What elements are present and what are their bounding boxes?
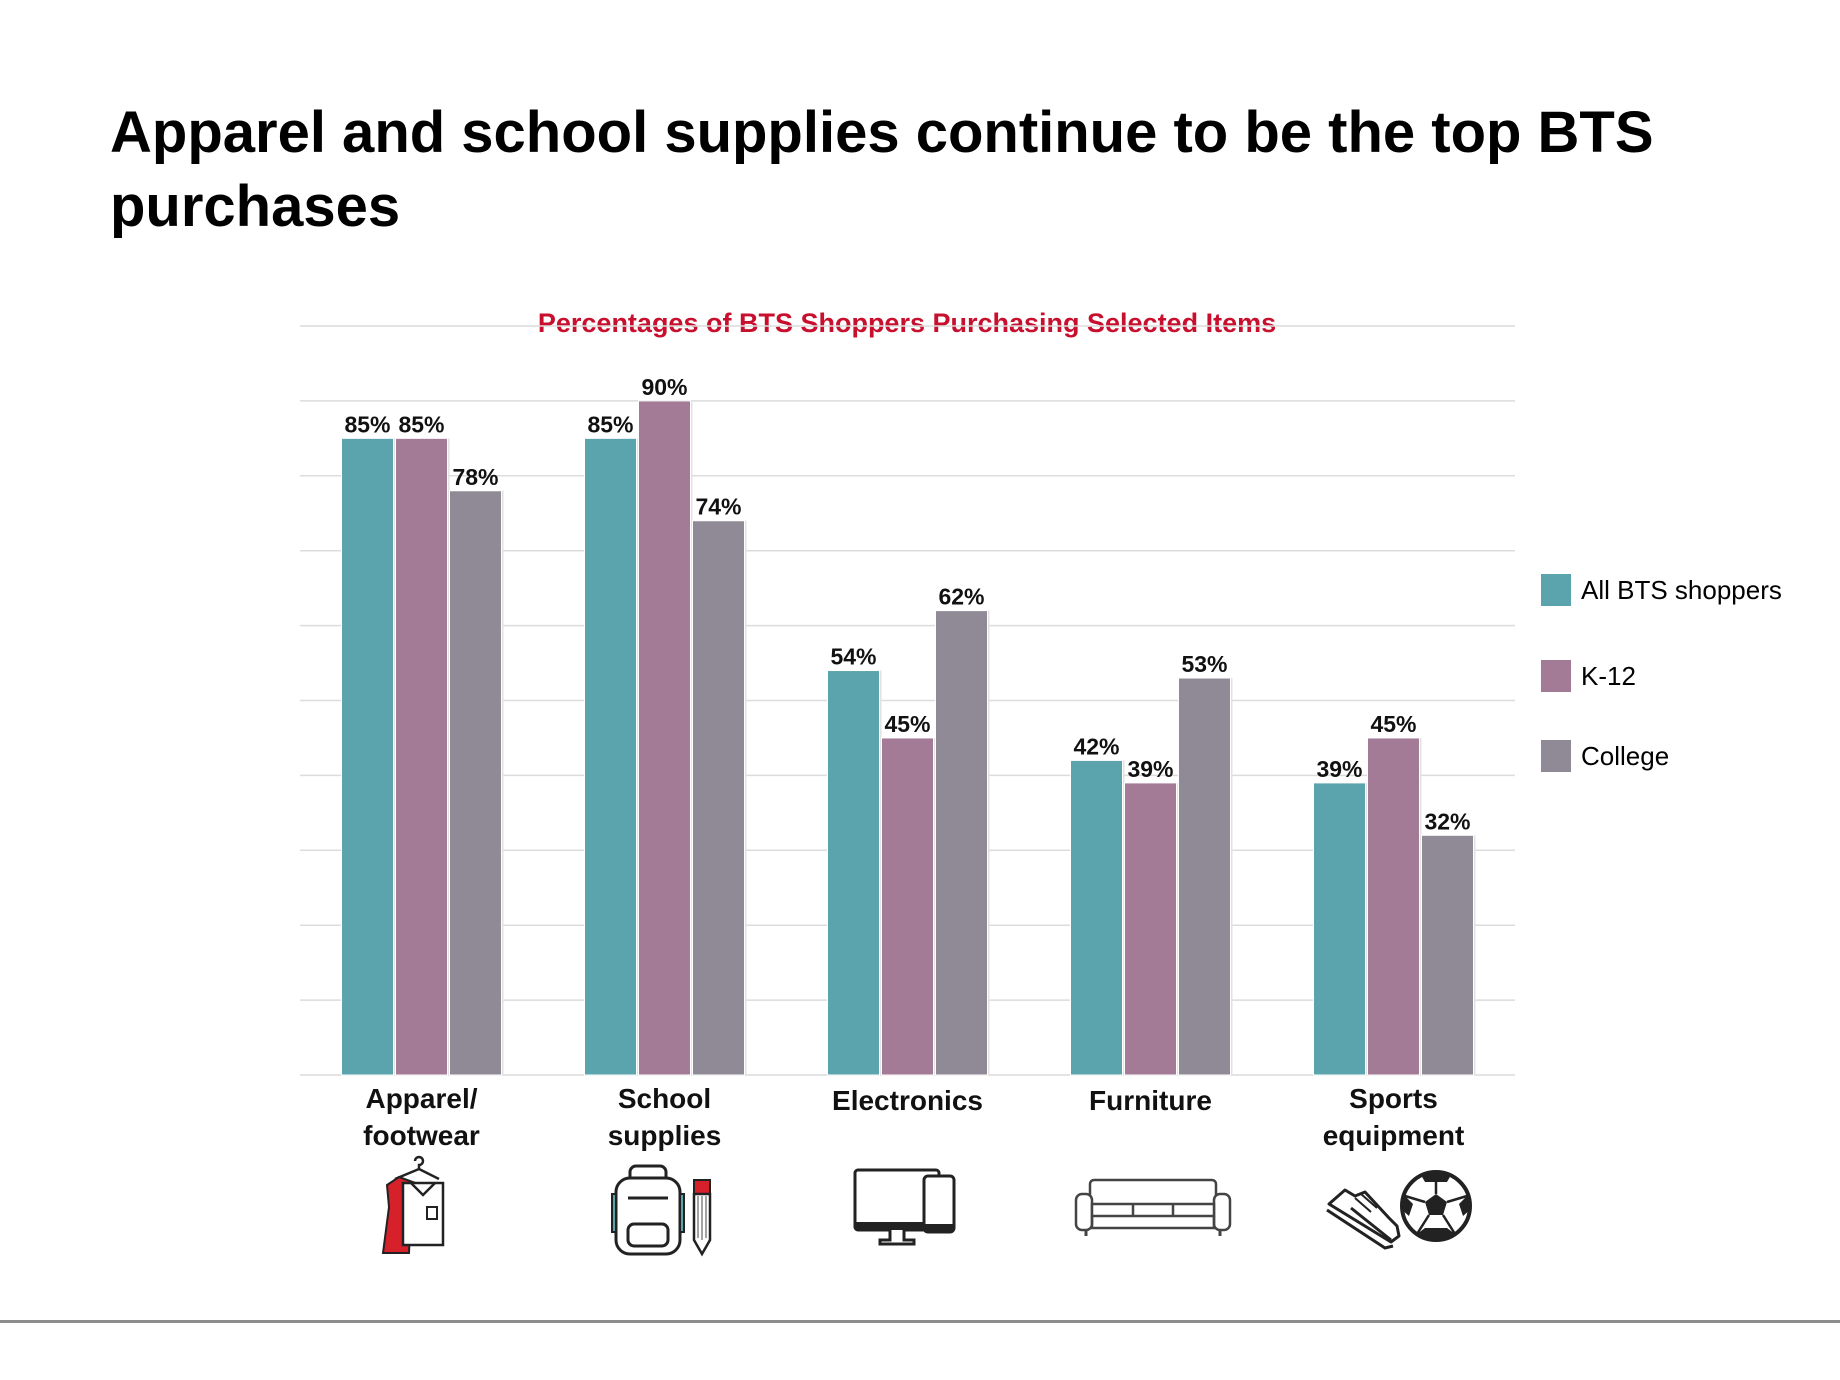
data-label: 45%	[1370, 711, 1416, 737]
data-label: 32%	[1424, 808, 1470, 834]
legend-swatch	[1541, 574, 1571, 606]
bars	[341, 400, 1476, 1076]
category-label: equipment	[1323, 1120, 1465, 1151]
page-title: Apparel and school supplies continue to …	[110, 100, 1654, 239]
category-label: footwear	[363, 1120, 480, 1151]
bar	[1367, 737, 1420, 1076]
bar	[341, 437, 394, 1076]
data-label: 74%	[695, 494, 741, 520]
bar	[935, 610, 988, 1076]
bar	[449, 490, 502, 1076]
data-label: 45%	[884, 711, 930, 737]
legend-swatch	[1541, 660, 1571, 692]
legend-item-k-12: K-12	[1541, 656, 1831, 696]
sneaker-soccer-ball-icon	[1326, 1170, 1472, 1250]
bar	[1421, 834, 1474, 1076]
category-label: Electronics	[832, 1085, 983, 1116]
category-label: supplies	[608, 1120, 722, 1151]
bar	[692, 520, 745, 1076]
sofa-icon	[1074, 1178, 1232, 1236]
category-label: Furniture	[1089, 1085, 1212, 1116]
bar	[584, 437, 637, 1076]
data-label: 53%	[1181, 651, 1227, 677]
bar-chart: Percentages of BTS Shoppers Purchasing S…	[300, 308, 1515, 1151]
legend-label: K-12	[1581, 661, 1636, 691]
data-labels: 85% 85% 78% 85% 90% 74% 54% 45% 62% 42% 39% 53% 39% 4…	[344, 374, 1470, 834]
category-label: School	[618, 1083, 711, 1114]
bottom-divider	[0, 1320, 1840, 1323]
data-label: 62%	[938, 584, 984, 610]
bar	[1313, 782, 1366, 1076]
bar	[395, 437, 448, 1076]
backpack-pencil-icon	[611, 1164, 712, 1257]
data-label: 90%	[641, 374, 687, 400]
apparel-icon	[381, 1155, 445, 1254]
chart-title: Percentages of BTS Shoppers Purchasing S…	[538, 308, 1276, 338]
data-label: 39%	[1127, 756, 1173, 782]
legend-label: College	[1581, 741, 1670, 771]
legend-item-college: College	[1541, 736, 1831, 776]
bar	[827, 670, 880, 1076]
data-label: 85%	[398, 411, 444, 437]
data-label: 39%	[1316, 756, 1362, 782]
category-label: Apparel/	[365, 1083, 477, 1114]
legend-item-all-bts-shoppers: All BTS shoppers	[1541, 570, 1831, 610]
bar	[1178, 677, 1231, 1076]
data-label: 78%	[452, 464, 498, 490]
computer-phone-icon	[853, 1168, 956, 1246]
legend-swatch	[1541, 740, 1571, 772]
bar	[1124, 782, 1177, 1076]
category-label: Sports	[1349, 1083, 1438, 1114]
bar	[881, 737, 934, 1076]
data-label: 42%	[1073, 733, 1119, 759]
data-label: 54%	[830, 644, 876, 670]
category-labels: Apparel/footwear School supplies Electronic…	[363, 1083, 1464, 1151]
data-label: 85%	[587, 411, 633, 437]
legend-label: All BTS shoppers	[1581, 575, 1782, 605]
data-label: 85%	[344, 411, 390, 437]
bar	[638, 400, 691, 1076]
bar	[1070, 759, 1123, 1076]
